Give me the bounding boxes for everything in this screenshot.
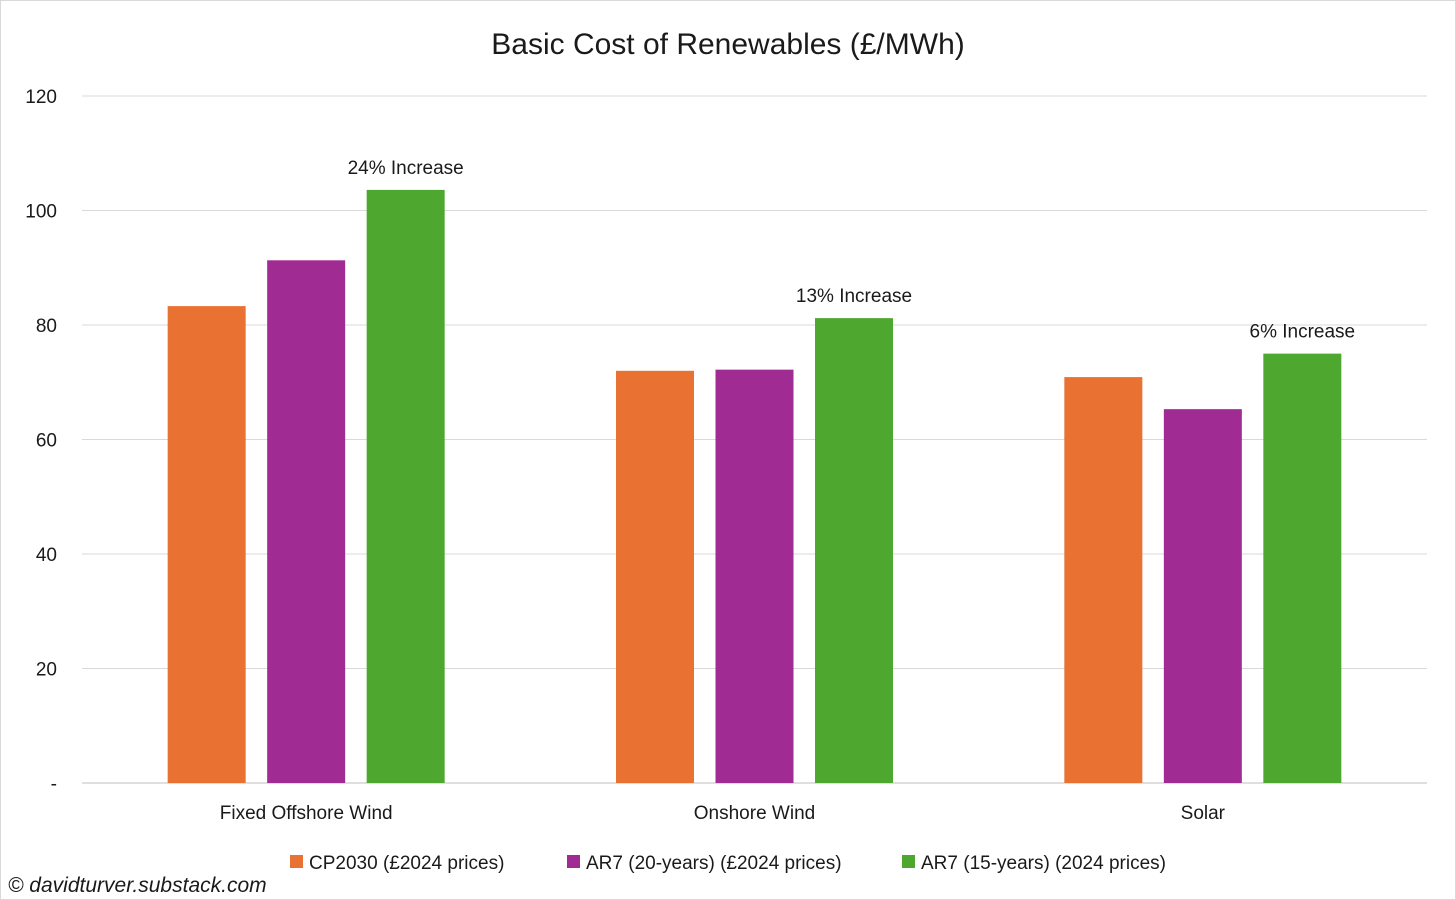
- bar-ar7-20yr-solar: [1163, 409, 1242, 783]
- category-label: Solar: [1181, 803, 1226, 824]
- credit-text: © davidturver.substack.com: [8, 874, 267, 897]
- legend-swatch: [567, 855, 580, 868]
- bar-ar7-15yr-solar: [1263, 353, 1342, 783]
- legend-swatch: [290, 855, 303, 868]
- category-label: Onshore Wind: [694, 803, 815, 824]
- bar-ar7-20yr-onshore-wind: [715, 369, 794, 783]
- y-tick-label: 40: [36, 545, 57, 566]
- annotation-label: 13% Increase: [796, 286, 912, 307]
- bar-ar7-20yr-fixed-offshore-wind: [267, 260, 346, 783]
- chart-title: Basic Cost of Renewables (£/MWh): [491, 28, 965, 61]
- bar-cp2030-fixed-offshore-wind: [167, 306, 246, 783]
- y-tick-label: 100: [25, 202, 57, 223]
- y-tick-label: -: [51, 774, 57, 795]
- annotation-label: 24% Increase: [348, 158, 464, 179]
- legend: CP2030 (£2024 prices) AR7 (20-years) (£20…: [290, 853, 1166, 874]
- bar-ar7-15yr-fixed-offshore-wind: [366, 189, 445, 783]
- x-axis-category-labels: Fixed Offshore Wind Onshore Wind Solar: [220, 803, 1226, 824]
- legend-label: AR7 (20-years) (£2024 prices): [586, 853, 842, 874]
- annotation-label: 6% Increase: [1250, 322, 1356, 343]
- bars: [167, 189, 1342, 783]
- y-tick-label: 80: [36, 316, 57, 337]
- legend-label: CP2030 (£2024 prices): [309, 853, 504, 874]
- y-tick-label: 60: [36, 431, 57, 452]
- bar-cp2030-onshore-wind: [616, 370, 694, 783]
- bar-cp2030-solar: [1064, 377, 1143, 783]
- bar-ar7-15yr-onshore-wind: [815, 318, 893, 783]
- bar-annotations: 24% Increase 13% Increase 6% Increase: [348, 158, 1356, 343]
- y-tick-label: 20: [36, 660, 57, 681]
- category-label: Fixed Offshore Wind: [220, 803, 393, 824]
- y-tick-label: 120: [25, 87, 57, 108]
- y-axis-tick-labels: - 20 40 60 80 100 120: [25, 87, 57, 795]
- legend-label: AR7 (15-years) (2024 prices): [921, 853, 1166, 874]
- legend-swatch: [902, 855, 915, 868]
